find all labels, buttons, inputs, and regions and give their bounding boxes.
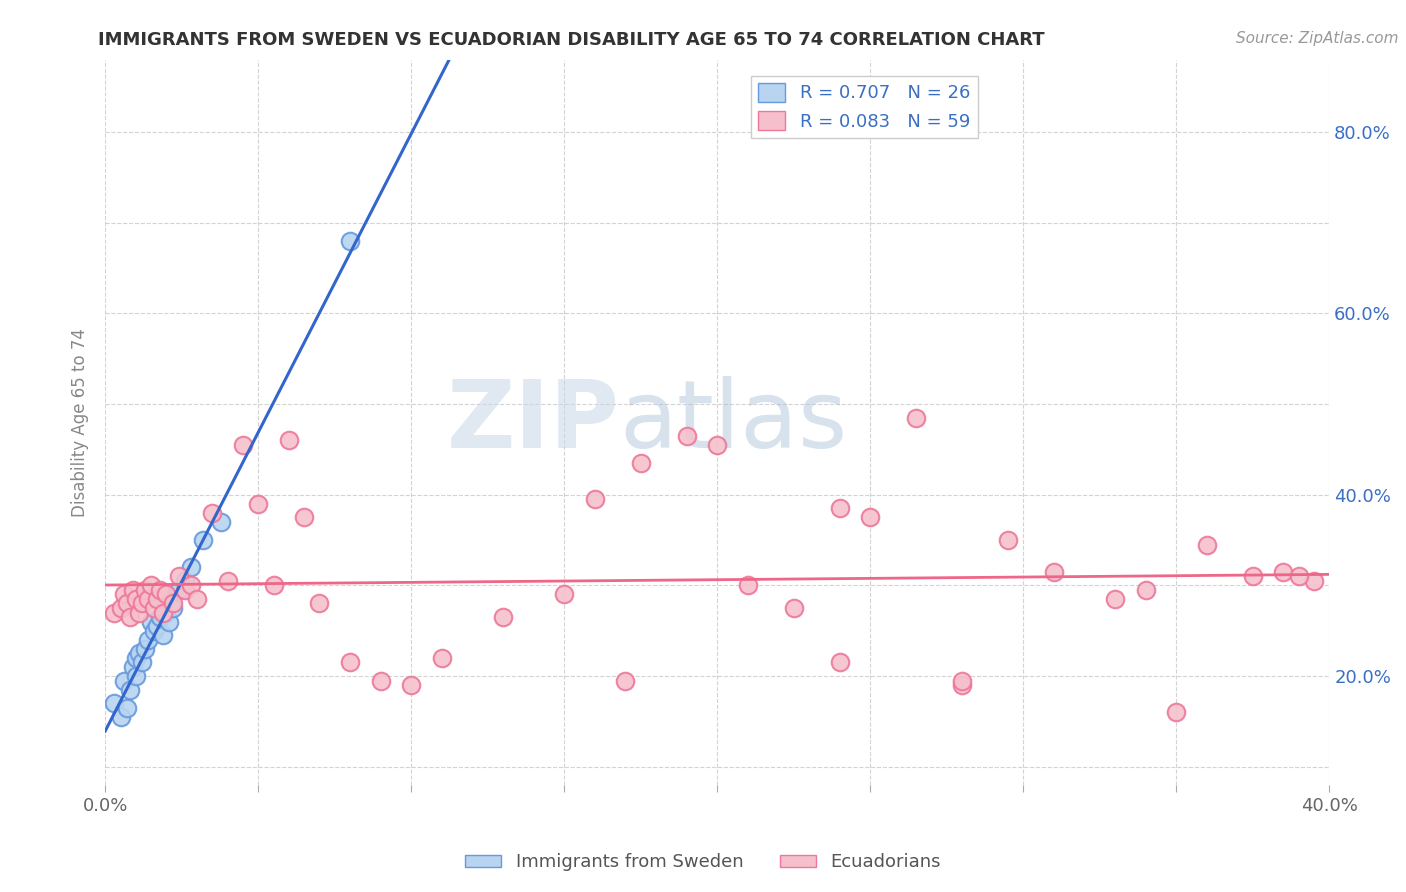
Point — [125, 591, 148, 606]
Point — [737, 578, 759, 592]
Point — [950, 678, 973, 692]
Point — [1288, 569, 1310, 583]
Point — [118, 610, 141, 624]
Point — [103, 696, 125, 710]
Point — [112, 673, 135, 688]
Point — [1104, 591, 1126, 606]
Point — [1303, 574, 1326, 588]
Point — [277, 434, 299, 448]
Point — [180, 578, 202, 592]
Point — [828, 501, 851, 516]
Point — [134, 641, 156, 656]
Point — [905, 410, 928, 425]
Point — [339, 656, 361, 670]
Point — [1241, 569, 1264, 583]
Point — [263, 578, 285, 592]
Point — [173, 574, 195, 588]
Point — [115, 597, 138, 611]
Point — [1272, 565, 1295, 579]
Text: ZIP: ZIP — [447, 376, 619, 468]
Y-axis label: Disability Age 65 to 74: Disability Age 65 to 74 — [72, 327, 89, 516]
Point — [859, 510, 882, 524]
Point — [167, 582, 190, 597]
Point — [159, 615, 181, 629]
Point — [180, 560, 202, 574]
Point — [399, 678, 422, 692]
Point — [783, 601, 806, 615]
Point — [121, 582, 143, 597]
Point — [553, 587, 575, 601]
Point — [149, 582, 172, 597]
Point — [211, 515, 233, 529]
Point — [131, 656, 153, 670]
Point — [1043, 565, 1066, 579]
Point — [339, 234, 361, 248]
Point — [146, 591, 169, 606]
Point — [125, 651, 148, 665]
Point — [110, 710, 132, 724]
Point — [186, 591, 208, 606]
Point — [583, 492, 606, 507]
Point — [308, 597, 330, 611]
Point — [143, 624, 166, 638]
Point — [155, 587, 177, 601]
Point — [191, 533, 214, 547]
Point — [997, 533, 1019, 547]
Text: atlas: atlas — [619, 376, 848, 468]
Text: IMMIGRANTS FROM SWEDEN VS ECUADORIAN DISABILITY AGE 65 TO 74 CORRELATION CHART: IMMIGRANTS FROM SWEDEN VS ECUADORIAN DIS… — [98, 31, 1045, 49]
Point — [134, 582, 156, 597]
Point — [136, 632, 159, 647]
Point — [1135, 582, 1157, 597]
Point — [146, 619, 169, 633]
Point — [232, 438, 254, 452]
Point — [131, 597, 153, 611]
Point — [630, 456, 652, 470]
Point — [217, 574, 239, 588]
Point — [128, 646, 150, 660]
Text: Source: ZipAtlas.com: Source: ZipAtlas.com — [1236, 31, 1399, 46]
Point — [675, 429, 697, 443]
Point — [110, 601, 132, 615]
Point — [162, 597, 184, 611]
Point — [492, 610, 515, 624]
Legend: Immigrants from Sweden, Ecuadorians: Immigrants from Sweden, Ecuadorians — [458, 847, 948, 879]
Point — [162, 601, 184, 615]
Point — [149, 610, 172, 624]
Point — [292, 510, 315, 524]
Point — [430, 651, 453, 665]
Point — [614, 673, 637, 688]
Point — [370, 673, 392, 688]
Point — [118, 682, 141, 697]
Point — [152, 628, 174, 642]
Point — [103, 606, 125, 620]
Point — [143, 601, 166, 615]
Point — [136, 591, 159, 606]
Point — [167, 569, 190, 583]
Point — [1166, 705, 1188, 719]
Point — [706, 438, 728, 452]
Point — [112, 587, 135, 601]
Point — [201, 506, 224, 520]
Point — [125, 669, 148, 683]
Legend: R = 0.707   N = 26, R = 0.083   N = 59: R = 0.707 N = 26, R = 0.083 N = 59 — [751, 76, 977, 138]
Point — [128, 606, 150, 620]
Point — [1195, 537, 1218, 551]
Point — [139, 578, 162, 592]
Point — [152, 606, 174, 620]
Point — [155, 606, 177, 620]
Point — [828, 656, 851, 670]
Point — [139, 615, 162, 629]
Point — [247, 497, 270, 511]
Point — [950, 673, 973, 688]
Point — [121, 660, 143, 674]
Point — [173, 582, 195, 597]
Point — [115, 700, 138, 714]
